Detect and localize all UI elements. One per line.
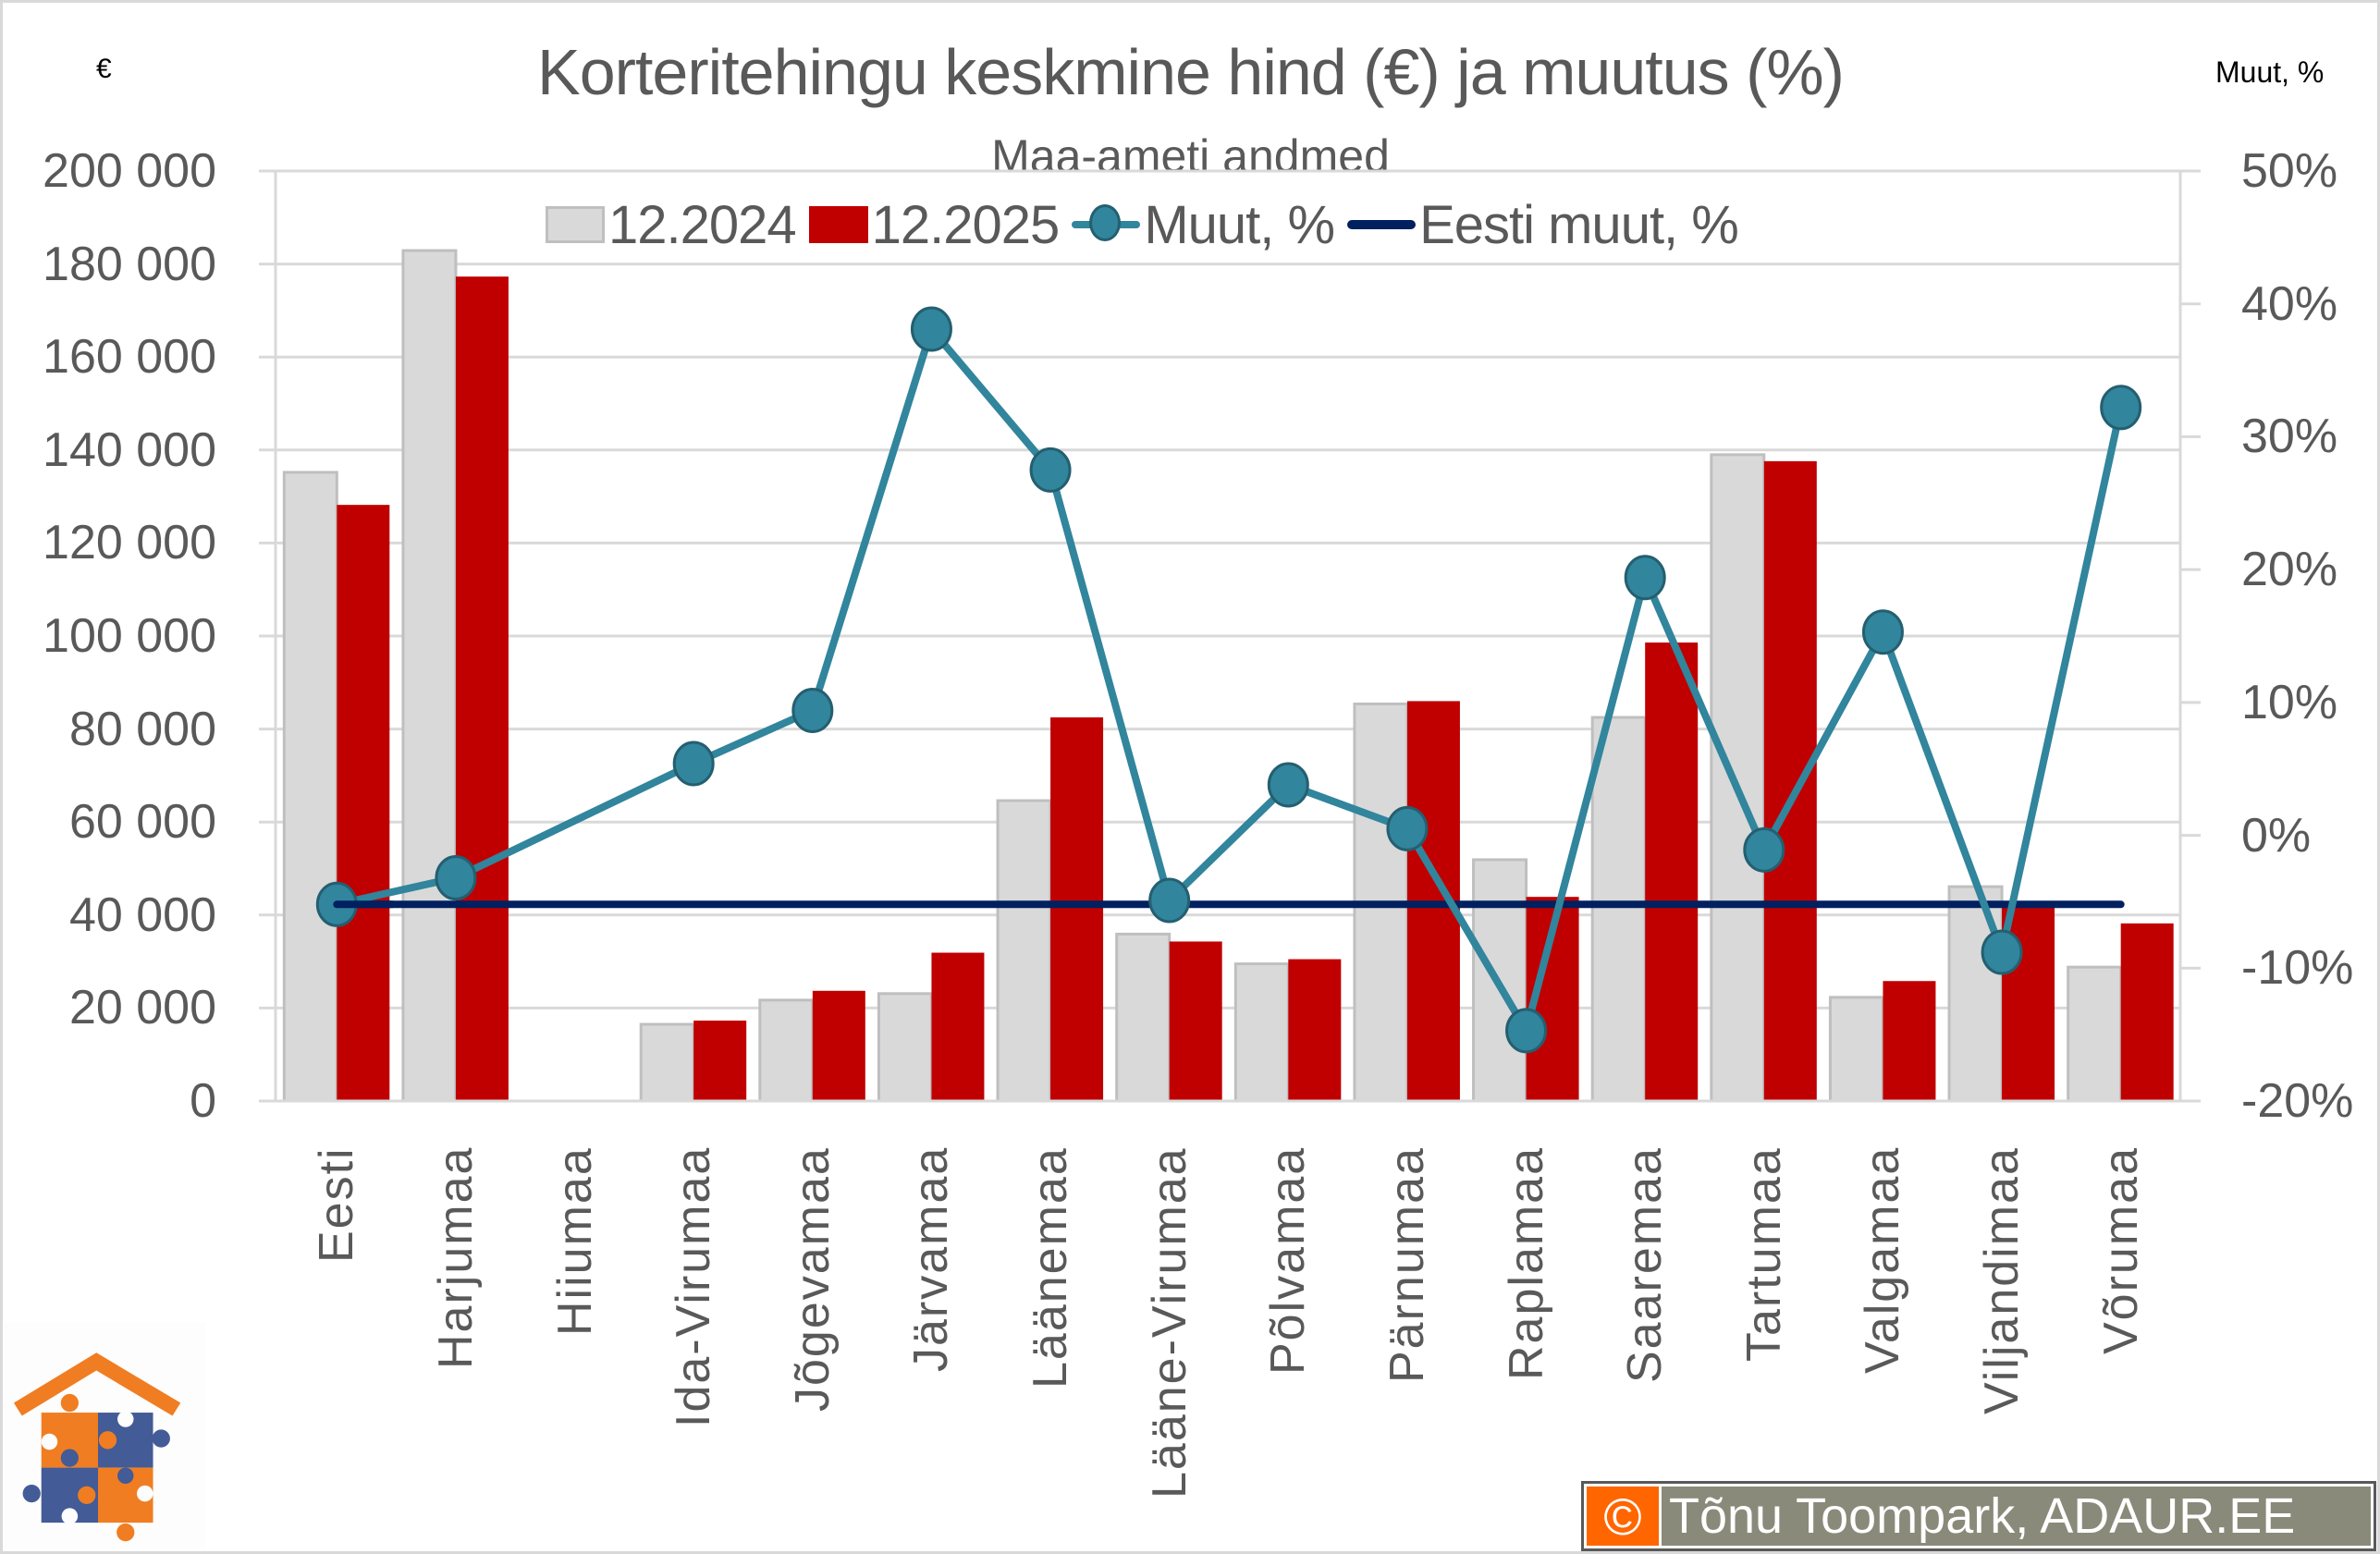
change-marker: [1981, 929, 2023, 975]
bar-2025: [455, 276, 509, 1101]
x-axis-label: Järvamaa: [904, 1145, 959, 1372]
right-axis-tick: 50%: [2241, 144, 2338, 198]
x-axis-label: Hiiumaa: [547, 1146, 602, 1336]
change-marker: [2100, 385, 2142, 431]
right-axis-tick: -20%: [2241, 1074, 2354, 1128]
adaur-logo: [4, 1322, 205, 1549]
left-axis-tick: 0: [190, 1074, 216, 1128]
legend-line-marker-icon: [1072, 204, 1141, 245]
left-axis-tick: 200 000: [43, 144, 216, 198]
x-axis-label: Läänemaa: [1024, 1146, 1078, 1389]
change-marker: [1148, 877, 1191, 924]
x-axis-label: Pärnumaa: [1380, 1146, 1434, 1383]
legend-label: Eesti muut, %: [1419, 194, 1739, 255]
change-marker: [1386, 805, 1429, 851]
bar-2025: [1050, 717, 1104, 1101]
left-axis-tick: 160 000: [43, 330, 216, 385]
bar-2024: [1828, 996, 1884, 1103]
right-axis-tick: 40%: [2241, 276, 2338, 331]
bar-2024: [1710, 453, 1766, 1103]
chart-subtitle: Maa-ameti andmed: [991, 130, 1390, 182]
right-axis-tick: 0%: [2241, 808, 2312, 863]
change-marker: [435, 855, 477, 901]
bar-2024: [1590, 716, 1647, 1103]
left-axis-tick: 120 000: [43, 516, 216, 570]
bar-2025: [1763, 460, 1817, 1101]
bar-2024: [996, 799, 1052, 1103]
bar-2024: [639, 1022, 695, 1103]
x-axis-label: Jõgevamaa: [785, 1146, 840, 1412]
x-axis-label: Raplamaa: [1499, 1145, 1553, 1380]
x-axis-label: Valgamaa: [1856, 1145, 1910, 1374]
bar-2024: [1115, 932, 1172, 1103]
bar-2024: [1233, 962, 1290, 1103]
house-puzzle-icon: [13, 1352, 181, 1542]
legend-item-eesti-change: Eesti muut, %: [1347, 194, 1739, 256]
chart-title: Korteritehingu keskmine hind (€) ja muut…: [537, 36, 1845, 108]
left-axis-tick: 60 000: [68, 795, 216, 850]
change-marker: [672, 740, 715, 787]
change-marker: [1505, 1008, 1548, 1054]
copyright-icon: ©: [1587, 1487, 1659, 1546]
bar-2025: [1883, 981, 1936, 1101]
x-axis-label: Eesti: [310, 1146, 364, 1263]
change-marker: [1624, 555, 1666, 601]
right-axis-unit: Muut, %: [2215, 55, 2325, 89]
legend-item-change: Muut, %: [1072, 194, 1335, 256]
x-axis-label: Lääne-Virumaa: [1142, 1146, 1196, 1499]
copyright-badge: © Tõnu Toompark, ADAUR.EE: [1581, 1481, 2376, 1551]
legend: 12.2024 12.2025 Muut, % Eesti muut, %: [546, 192, 1751, 257]
change-marker: [1861, 609, 1904, 655]
left-axis-tick: 180 000: [43, 237, 216, 291]
change-line: [336, 325, 2125, 1034]
change-marker: [1267, 762, 1309, 808]
legend-label: 12.2025: [871, 194, 1061, 255]
left-axis-tick: 40 000: [68, 887, 216, 942]
copyright-text: Tõnu Toompark, ADAUR.EE: [1659, 1487, 2371, 1546]
bar-2025: [2120, 923, 2174, 1101]
right-axis-tick: 20%: [2241, 543, 2338, 597]
change-marker: [1743, 826, 1785, 873]
left-axis-tick: 100 000: [43, 609, 216, 663]
bar-2025: [1169, 941, 1222, 1101]
x-axis-label: Võrumaa: [2093, 1146, 2148, 1354]
left-axis-tick: 140 000: [43, 422, 216, 477]
bar-2024: [758, 998, 815, 1103]
x-axis-label: Harjumaa: [428, 1145, 483, 1369]
bar-2025: [931, 952, 985, 1101]
bar-2024: [877, 992, 933, 1103]
left-axis-tick: 80 000: [68, 702, 216, 756]
right-axis-tick: -10%: [2241, 941, 2354, 996]
right-axis-tick: 30%: [2241, 410, 2338, 464]
bar-2025: [1288, 959, 1342, 1101]
left-axis-tick: 20 000: [68, 981, 216, 1035]
left-axis-unit: €: [96, 54, 112, 84]
change-marker: [791, 687, 834, 733]
bar-2025: [812, 990, 865, 1101]
legend-swatch-red-icon: [808, 206, 868, 243]
x-axis-label: Tartumaa: [1736, 1146, 1791, 1362]
x-axis-label: Põlvamaa: [1261, 1145, 1316, 1375]
bar-2025: [1645, 642, 1699, 1101]
right-axis-tick: 10%: [2241, 675, 2338, 729]
bar-2025: [693, 1020, 747, 1101]
legend-label: Muut, %: [1144, 194, 1335, 255]
bar-2024: [2067, 965, 2123, 1103]
change-marker: [910, 306, 952, 352]
bar-2024: [1947, 885, 2004, 1103]
x-axis-label: Viljandimaa: [1975, 1146, 2030, 1414]
bar-2024: [401, 249, 458, 1103]
change-marker: [1029, 447, 1072, 493]
legend-item-2024: 12.2024: [546, 194, 797, 256]
legend-item-2025: 12.2025: [808, 194, 1061, 256]
legend-swatch-grey-icon: [546, 206, 605, 243]
bar-2024: [282, 471, 338, 1103]
legend-line-navy-icon: [1347, 220, 1417, 229]
x-axis-label: Saaremaa: [1618, 1146, 1673, 1383]
legend-label: 12.2024: [608, 194, 797, 255]
bar-2025: [337, 505, 390, 1101]
x-axis-label: Ida-Virumaa: [667, 1145, 721, 1427]
